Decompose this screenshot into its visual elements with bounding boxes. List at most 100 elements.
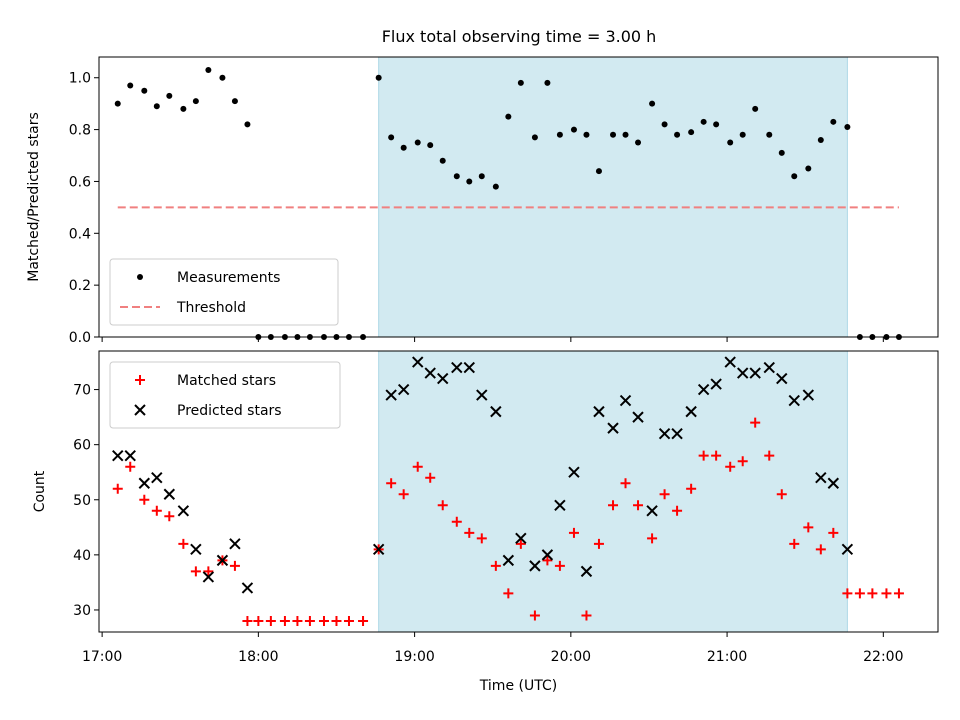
matched-star-point xyxy=(398,489,409,500)
matched-star-point xyxy=(203,566,214,577)
measurement-point xyxy=(688,129,695,136)
matched-star-point xyxy=(178,538,189,549)
measurement-point xyxy=(231,98,238,105)
matched-star-point xyxy=(686,483,697,494)
predicted-star-point xyxy=(490,405,502,418)
predicted-star-point xyxy=(646,505,658,517)
measurement-point xyxy=(478,173,485,180)
matched-star-point xyxy=(725,461,736,472)
predicted-star-point xyxy=(397,383,410,396)
measurement-point xyxy=(727,139,734,146)
predicted-star-point xyxy=(502,554,515,567)
predicted-star-point xyxy=(749,367,761,379)
matched-star-point xyxy=(854,588,865,599)
predicted-star-point xyxy=(697,383,710,396)
y-tick-label: 70 xyxy=(73,383,91,399)
measurement-point xyxy=(166,92,173,99)
measurement-point xyxy=(635,139,642,146)
observing-window-shade xyxy=(378,56,848,338)
measurement-point xyxy=(180,105,187,112)
y-tick-label: 0.0 xyxy=(69,330,91,346)
top-panel-ratio: 0.0 0.2 0.4 0.6 0.8 1.0 Matched/Predicted star… xyxy=(26,56,939,346)
y-tick-label: 0.2 xyxy=(69,278,91,294)
matched-star-point xyxy=(881,588,892,599)
measurement-point xyxy=(205,66,212,73)
predicted-star-point xyxy=(163,488,176,500)
matched-star-point xyxy=(503,588,514,599)
measurement-point xyxy=(544,79,551,86)
measurement-point xyxy=(766,131,773,138)
predicted-star-point xyxy=(541,549,554,561)
y-tick-label: 30 xyxy=(73,603,91,619)
legend: Matched stars Predicted stars xyxy=(109,361,341,429)
axes-frame xyxy=(98,56,939,338)
chart-title: Flux total observing time = 3.00 h xyxy=(382,27,657,46)
predicted-star-point xyxy=(412,356,424,368)
matched-star-point xyxy=(711,450,722,461)
predicted-star-point xyxy=(724,356,736,368)
predicted-star-point xyxy=(658,427,671,440)
legend-box xyxy=(109,258,339,326)
legend-matched-swatch xyxy=(135,375,145,385)
matched-star-point xyxy=(125,461,136,472)
measurement-point xyxy=(400,144,407,151)
measurement-point xyxy=(622,131,629,138)
measurement-point xyxy=(414,139,421,146)
measurement-point xyxy=(661,121,668,128)
legend-label: Predicted stars xyxy=(177,403,282,419)
y-tick-label: 0.6 xyxy=(69,174,91,190)
matched-star-point xyxy=(803,522,814,533)
matched-star-point xyxy=(842,588,853,599)
measurement-point xyxy=(830,118,837,125)
matched-star-point xyxy=(451,516,462,527)
predicted-star-point xyxy=(568,466,580,478)
x-tick-label: 20:00 xyxy=(551,649,591,665)
predicted-star-point xyxy=(241,582,254,594)
measurement-point xyxy=(817,136,824,143)
predicted-star-point xyxy=(736,367,749,379)
matched-star-point xyxy=(608,500,619,511)
measurement-point xyxy=(700,118,707,125)
axes-frame xyxy=(98,350,939,633)
x-tick-label: 18:00 xyxy=(238,649,278,665)
measurement-point xyxy=(141,87,148,94)
matched-star-point xyxy=(292,615,303,626)
predicted-star-point xyxy=(619,394,632,407)
matched-star-point xyxy=(659,489,670,500)
measurement-point xyxy=(466,178,473,185)
predicted-star-point xyxy=(437,372,449,385)
predicted-star-point xyxy=(515,532,527,545)
measurement-point xyxy=(388,134,395,141)
matched-star-point xyxy=(164,511,175,522)
observing-window-shade xyxy=(378,350,848,633)
x-tick-label: 19:00 xyxy=(394,649,434,665)
matched-star-point xyxy=(776,489,787,500)
predicted-star-point xyxy=(151,472,163,484)
matched-star-point xyxy=(242,615,253,626)
matched-star-point xyxy=(593,538,604,549)
matched-star-point xyxy=(633,500,644,511)
measurement-point xyxy=(556,131,563,138)
matched-star-point xyxy=(229,560,240,571)
measurement-point xyxy=(844,124,851,130)
matched-star-point xyxy=(151,505,162,516)
predicted-star-point xyxy=(593,405,605,418)
predicted-star-point xyxy=(385,389,397,401)
predicted-star-point xyxy=(202,571,215,583)
matched-star-point xyxy=(318,615,329,626)
predicted-star-point xyxy=(815,472,827,484)
measurement-point xyxy=(114,100,121,107)
x-axis-label: Time (UTC) xyxy=(479,678,557,694)
matched-star-point xyxy=(828,527,839,538)
matched-star-point xyxy=(737,456,748,467)
legend: Measurements Threshold xyxy=(109,258,339,326)
measurement-point xyxy=(778,149,785,156)
predicted-star-point xyxy=(827,477,840,489)
measurement-point xyxy=(791,173,798,180)
legend-label: Threshold xyxy=(176,300,246,316)
predicted-star-point xyxy=(710,378,722,390)
measurement-point xyxy=(595,168,602,175)
legend-label: Matched stars xyxy=(177,373,276,389)
legend-box xyxy=(109,361,341,429)
